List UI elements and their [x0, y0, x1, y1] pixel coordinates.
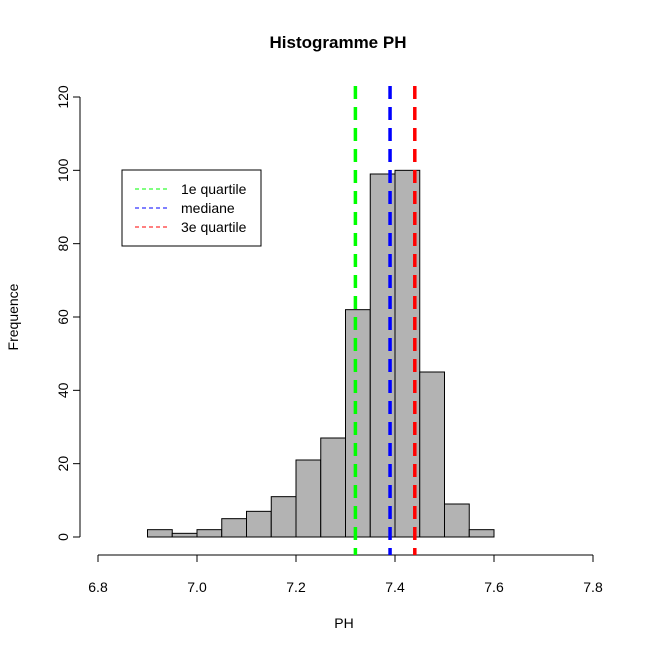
- x-tick-label: 7.8: [583, 579, 603, 595]
- histogram-bar: [444, 503, 470, 538]
- histogram-bar: [345, 309, 371, 538]
- x-tick-label: 7.6: [484, 579, 504, 595]
- y-tick-label: 60: [55, 309, 71, 325]
- x-tick-label: 7.2: [286, 579, 306, 595]
- histogram-bar: [295, 459, 322, 538]
- legend-label: 3e quartile: [181, 219, 247, 235]
- y-tick-label: 0: [55, 533, 71, 541]
- histogram-bar: [147, 529, 173, 538]
- legend-label: 1e quartile: [181, 181, 247, 197]
- histogram-bar: [468, 529, 495, 538]
- y-axis: 0 20 40 60 80 100 120: [55, 85, 81, 541]
- histogram-bar: [320, 437, 346, 538]
- x-tick-label: 7.4: [385, 579, 405, 595]
- x-axis-label: PH: [334, 615, 353, 631]
- legend-label: mediane: [181, 200, 235, 216]
- y-tick-label: 100: [55, 158, 71, 182]
- histogram-bar: [196, 529, 223, 538]
- histogram-bar: [270, 496, 297, 538]
- x-tick-label: 7.0: [187, 579, 207, 595]
- y-tick-label: 40: [55, 382, 71, 398]
- x-tick-label: 6.8: [88, 579, 108, 595]
- bars-group: [147, 169, 495, 538]
- y-tick-label: 20: [55, 456, 71, 472]
- histogram-bar: [419, 371, 445, 538]
- histogram-bar: [369, 173, 396, 538]
- y-axis-label: Frequence: [5, 283, 21, 350]
- histogram-bar: [221, 518, 247, 538]
- y-tick-label: 120: [55, 85, 71, 109]
- histogram-bar: [394, 169, 421, 538]
- y-tick-label: 80: [55, 236, 71, 252]
- histogram-bar: [171, 532, 198, 538]
- chart-title: Histogramme PH: [270, 33, 407, 52]
- legend: 1e quartile mediane 3e quartile: [121, 169, 262, 247]
- histogram-bar: [246, 510, 272, 538]
- x-axis: 6.8 7.0 7.2 7.4 7.6 7.8: [88, 554, 603, 595]
- reference-lines: [353, 86, 417, 555]
